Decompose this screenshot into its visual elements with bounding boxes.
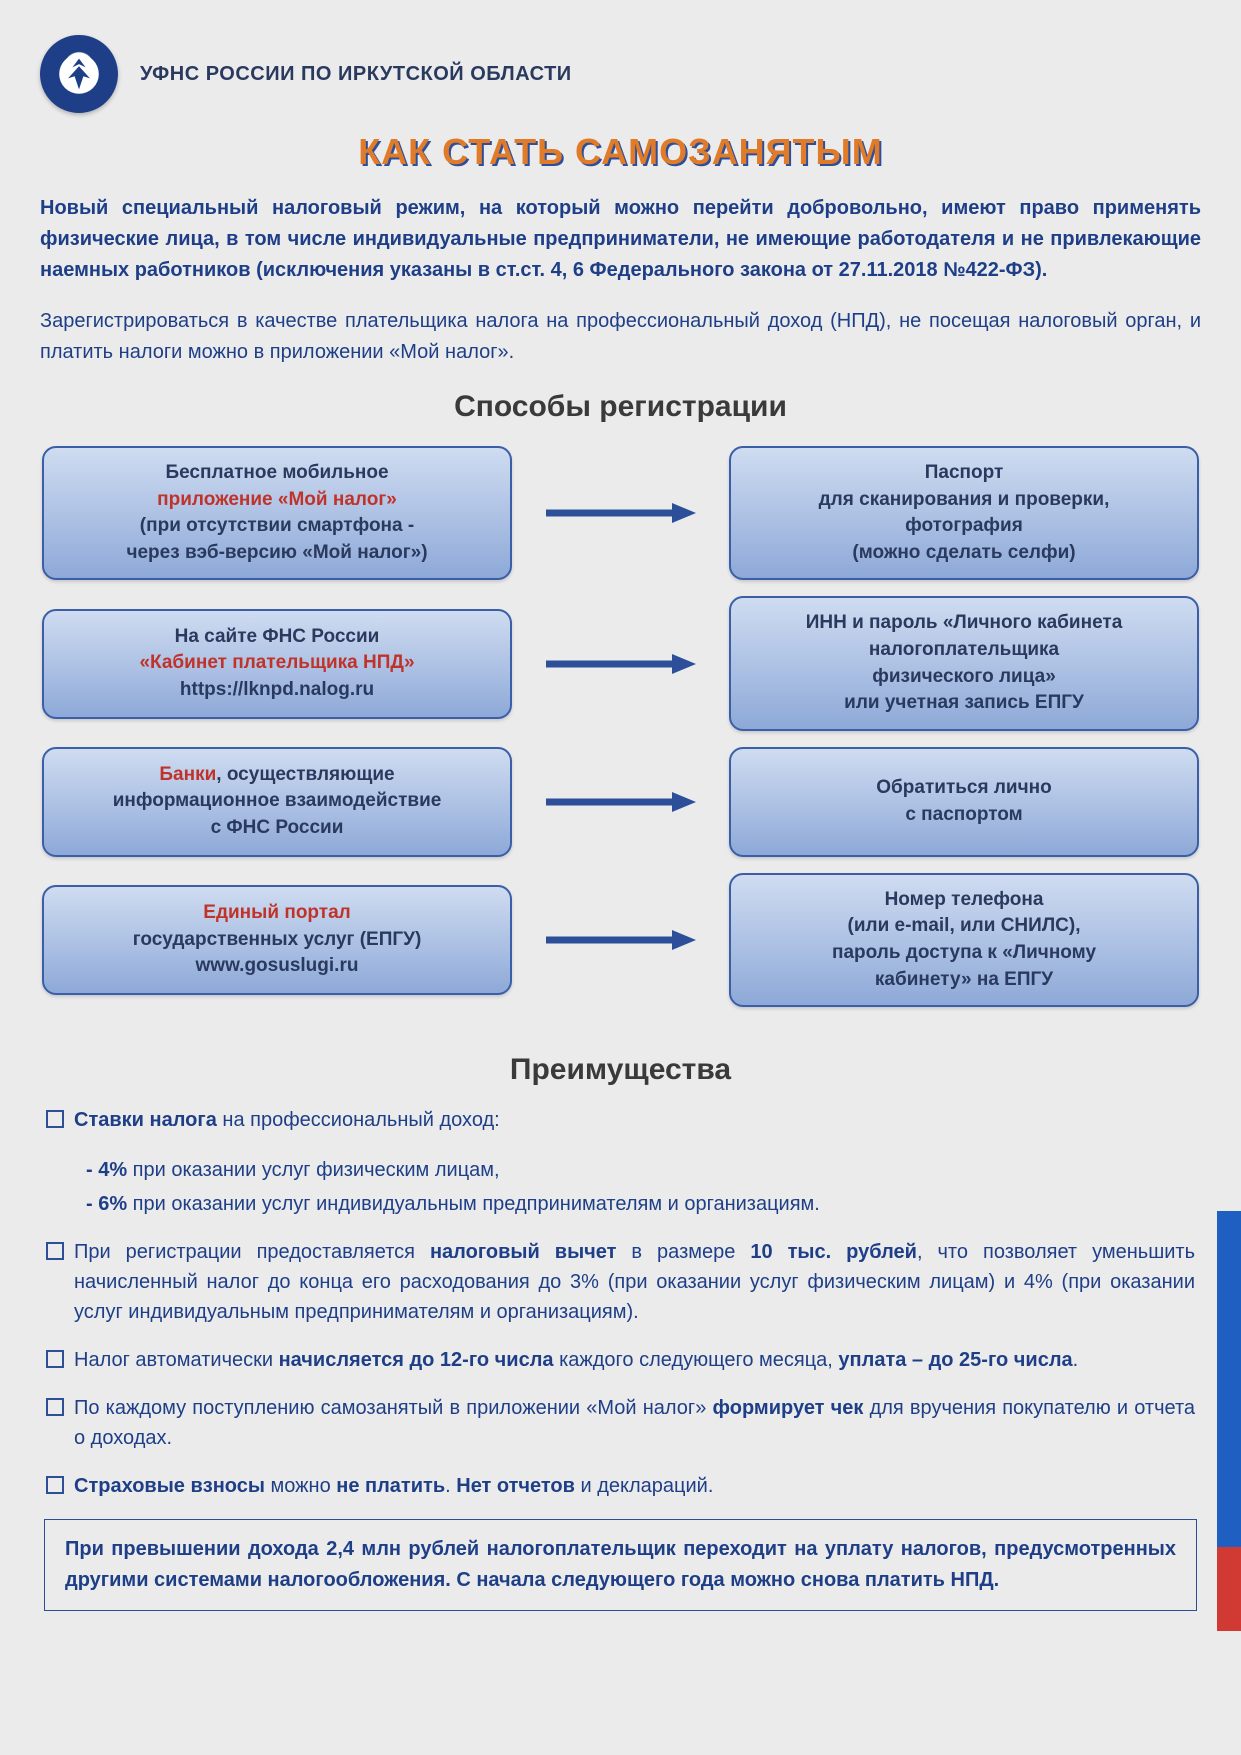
bullet-icon bbox=[46, 1350, 64, 1368]
intro-paragraph-2: Зарегистрироваться в качестве плательщик… bbox=[40, 306, 1201, 368]
flow-row: На сайте ФНС России «Кабинет плательщика… bbox=[42, 596, 1199, 730]
bullet-icon bbox=[46, 1398, 64, 1416]
section-advantages-title: Преимущества bbox=[40, 1053, 1201, 1087]
reg-requirement-box: Обратиться лично с паспортом bbox=[729, 747, 1199, 857]
section-registration-title: Способы регистрации bbox=[40, 390, 1201, 424]
arrow-icon bbox=[522, 651, 719, 677]
advantage-item: При регистрации предоставляется налоговы… bbox=[46, 1237, 1195, 1327]
side-stripe-decoration bbox=[1217, 1211, 1241, 1631]
arrow-icon bbox=[522, 789, 719, 815]
eagle-icon bbox=[57, 52, 101, 96]
bullet-icon bbox=[46, 1242, 64, 1260]
reg-method-box: Банки, осуществляющие информационное вза… bbox=[42, 747, 512, 857]
footer-note: При превышении дохода 2,4 млн рублей нал… bbox=[44, 1519, 1197, 1611]
fns-emblem-icon bbox=[40, 35, 118, 113]
intro-paragraph-1: Новый специальный налоговый режим, на ко… bbox=[40, 193, 1201, 286]
reg-requirement-box: Паспорт для сканирования и проверки, фот… bbox=[729, 446, 1199, 580]
reg-method-box: На сайте ФНС России «Кабинет плательщика… bbox=[42, 609, 512, 719]
reg-method-box: Единый портал государственных услуг (ЕПГ… bbox=[42, 885, 512, 995]
reg-requirement-box: Номер телефона (или e-mail, или СНИЛС), … bbox=[729, 873, 1199, 1007]
advantage-item: Ставки налога на профессиональный доход: bbox=[46, 1105, 1195, 1135]
flow-row: Единый портал государственных услуг (ЕПГ… bbox=[42, 873, 1199, 1007]
bullet-icon bbox=[46, 1476, 64, 1494]
org-name: УФНС РОССИИ ПО ИРКУТСКОЙ ОБЛАСТИ bbox=[140, 63, 572, 86]
header: УФНС РОССИИ ПО ИРКУТСКОЙ ОБЛАСТИ bbox=[40, 35, 1201, 113]
advantage-item: По каждому поступлению самозанятый в при… bbox=[46, 1393, 1195, 1453]
flow-row: Бесплатное мобильное приложение «Мой нал… bbox=[42, 446, 1199, 580]
reg-method-box: Бесплатное мобильное приложение «Мой нал… bbox=[42, 446, 512, 580]
registration-flow: Бесплатное мобильное приложение «Мой нал… bbox=[40, 442, 1201, 1053]
advantage-sublist: 4% при оказании услуг физическим лицам, … bbox=[46, 1153, 1195, 1221]
bullet-icon bbox=[46, 1110, 64, 1128]
advantage-item: Налог автоматически начисляется до 12-го… bbox=[46, 1345, 1195, 1375]
advantage-item: Страховые взносы можно не платить. Нет о… bbox=[46, 1471, 1195, 1501]
arrow-icon bbox=[522, 500, 719, 526]
advantages-list: Ставки налога на профессиональный доход:… bbox=[40, 1105, 1201, 1501]
arrow-icon bbox=[522, 927, 719, 953]
reg-requirement-box: ИНН и пароль «Личного кабинета налогопла… bbox=[729, 596, 1199, 730]
main-title: КАК СТАТЬ САМОЗАНЯТЫМ bbox=[40, 131, 1201, 173]
flow-row: Банки, осуществляющие информационное вза… bbox=[42, 747, 1199, 857]
